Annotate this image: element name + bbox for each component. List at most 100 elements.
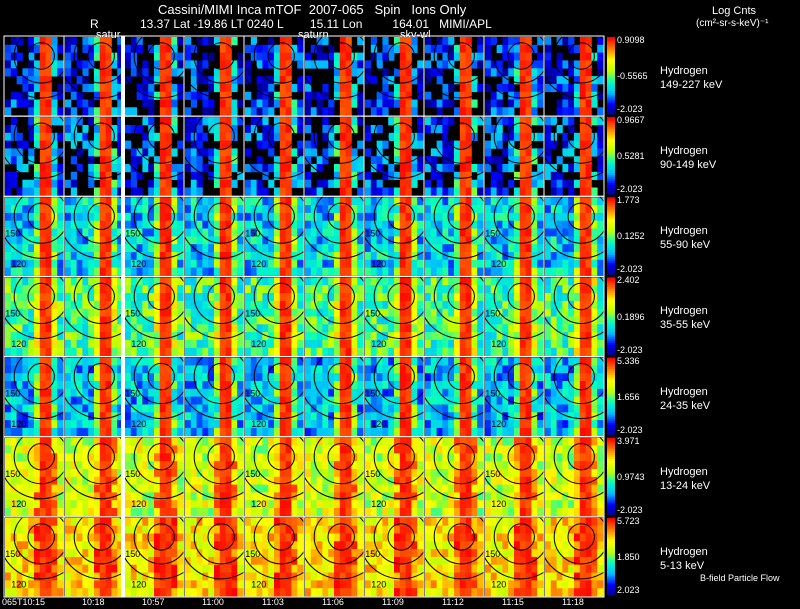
heatmap-cell	[316, 187, 323, 196]
heatmap-cell	[214, 339, 221, 349]
contour-arc	[207, 362, 235, 391]
heatmap-cell	[291, 427, 298, 437]
heatmap-cell	[568, 285, 575, 294]
heatmap-cell	[519, 205, 526, 214]
heatmap-cell	[417, 212, 424, 222]
heatmap-cell	[399, 220, 406, 229]
heatmap-cell	[237, 52, 244, 61]
heatmap-cell	[196, 259, 203, 268]
heatmap-cell	[531, 357, 538, 366]
heatmap-cell	[502, 236, 509, 245]
heatmap-cell	[496, 107, 503, 116]
colorbar-segment	[607, 226, 615, 229]
heatmap-cell	[357, 91, 364, 100]
heatmap-cell	[196, 332, 203, 341]
heatmap-cell	[285, 412, 292, 421]
heatmap-cell	[76, 244, 83, 253]
colorbar-segment	[607, 180, 615, 184]
heatmap-cell	[459, 427, 466, 437]
heatmap-cell	[177, 205, 184, 214]
heatmap-cell	[556, 252, 563, 261]
heatmap-cell	[322, 156, 329, 165]
heatmap-cell	[268, 132, 275, 141]
heatmap-cell	[417, 156, 424, 165]
heatmap-cell	[237, 267, 244, 276]
heatmap-cell	[568, 252, 575, 261]
heatmap-cell	[310, 316, 317, 325]
heatmap-cell	[339, 365, 346, 374]
heatmap-cell	[328, 179, 335, 188]
heatmap-cell	[448, 228, 455, 237]
heatmap-cell	[76, 339, 83, 349]
heatmap-cell	[305, 373, 312, 382]
heatmap-cell	[568, 412, 575, 421]
heatmap-cell	[256, 357, 263, 366]
heatmap-cell	[297, 156, 304, 165]
heatmap-cell	[334, 316, 341, 325]
contour-arc	[544, 356, 604, 420]
heatmap-cell	[231, 357, 238, 366]
heatmap-cell	[556, 412, 563, 421]
heatmap-cell	[485, 300, 492, 310]
heatmap-cell	[545, 60, 552, 69]
heatmap-cell	[316, 357, 323, 366]
heatmap-cell	[219, 220, 226, 229]
colorbar-segment	[607, 241, 615, 244]
heatmap-cell	[219, 324, 226, 333]
heatmap-cell	[334, 205, 341, 214]
heatmap-cell	[82, 252, 89, 261]
heatmap-cell	[465, 236, 472, 245]
heatmap-cell	[471, 179, 478, 188]
heatmap-cell	[334, 212, 341, 222]
heatmap-cell	[125, 228, 132, 237]
heatmap-cell	[550, 396, 557, 405]
heatmap-cell	[94, 187, 101, 196]
heatmap-cell	[231, 125, 238, 134]
heatmap-cell	[16, 445, 23, 454]
heatmap-cell	[508, 197, 515, 206]
heatmap-cell	[394, 332, 401, 341]
heatmap-cell	[459, 357, 466, 366]
heatmap-cell	[545, 228, 552, 237]
heatmap-cell	[94, 164, 101, 173]
heatmap-cell	[268, 164, 275, 173]
heatmap-cell	[568, 259, 575, 268]
heatmap-cell	[185, 316, 192, 325]
heatmap-cell	[5, 339, 12, 349]
heatmap-cell	[585, 412, 592, 421]
heatmap-cell	[502, 212, 509, 222]
heatmap-panel	[484, 36, 544, 116]
heatmap-cell	[262, 308, 269, 317]
heatmap-cell	[508, 285, 515, 294]
heatmap-cell	[399, 76, 406, 85]
heatmap-cell	[574, 132, 581, 141]
heatmap-cell	[376, 373, 383, 382]
heatmap-cell	[214, 171, 221, 180]
heatmap-cell	[237, 68, 244, 77]
heatmap-cell	[208, 332, 215, 341]
heatmap-cell	[345, 267, 352, 276]
heatmap-cell	[196, 164, 203, 173]
heatmap-cell	[34, 388, 41, 397]
heatmap-cell	[177, 171, 184, 180]
heatmap-cell	[177, 244, 184, 253]
heatmap-cell	[250, 125, 257, 134]
heatmap-cell	[297, 125, 304, 134]
heatmap-cell	[568, 339, 575, 349]
heatmap-cell	[82, 140, 89, 149]
heatmap-cell	[70, 125, 77, 134]
heatmap-cell	[496, 132, 503, 141]
heatmap-cell	[231, 427, 238, 437]
heatmap-cell	[250, 427, 257, 437]
heatmap-cell	[365, 197, 372, 206]
heatmap-cell	[105, 83, 112, 93]
heatmap-cell	[88, 212, 95, 222]
heatmap-cell	[245, 308, 252, 317]
heatmap-cell	[388, 347, 395, 356]
heatmap-cell	[568, 197, 575, 206]
heatmap-cell	[519, 236, 526, 245]
contour-arc	[364, 36, 424, 99]
heatmap-cell	[425, 60, 432, 69]
